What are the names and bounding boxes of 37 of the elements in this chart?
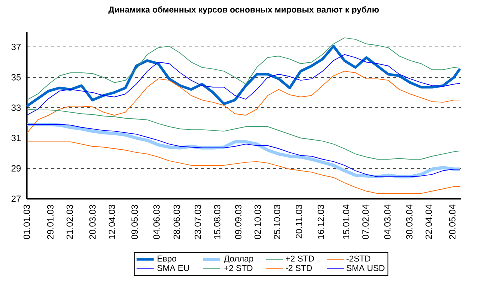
legend-label: Евро [158,256,177,264]
y-tick-label: 33 [12,104,21,112]
x-tick-label: 01.01.03 [24,205,30,240]
x-tick-label: 15.08.03 [214,205,221,239]
x-tick-label: 07.02.04 [362,204,369,240]
x-tick-label: 04.06.03 [154,205,160,240]
y-tick-label: 29 [12,165,21,172]
x-tick-label: 25.10.03 [274,205,280,240]
x-tick-label: 20.03.03 [90,205,96,240]
x-tick-label: 16.12.03 [318,205,324,239]
x-tick-label: 20.05.04 [449,204,456,240]
x-tick-label: 28.06.03 [174,205,180,240]
legend-label: Доллар [224,256,254,264]
legend-label: -2 STD [286,265,312,272]
x-tick-label: 02.10.03 [254,205,262,240]
x-tick-label: 09.05.03 [132,205,138,240]
x-tick-label: 29.01.03 [47,205,54,240]
x-tick-label: 20.11.03 [296,205,302,239]
chart-title: Динамика обменных курсов основных мировых валют к рублю [108,6,380,15]
x-tick-label: 12.04.03 [108,205,116,239]
x-tick-label: 04.03.04 [384,204,391,240]
legend-label: SMA EU [158,265,190,272]
y-tick-label: 27 [12,196,21,202]
legend-label: +2 STD [286,256,314,262]
x-tick-label: 30.03.04 [406,204,413,240]
x-tick-label: 09.09.03 [235,205,242,240]
legend-label: +2 STD [224,265,253,272]
x-tick-label: 22.04.04 [426,204,432,240]
y-tick-label: 31 [12,135,21,142]
x-tick-label: 21.02.03 [66,205,74,240]
line-series [26,38,460,101]
y-tick-label: 37 [12,44,21,50]
y-tick-label: 35 [12,74,21,81]
legend-label: -2STD [346,256,371,262]
x-tick-label: 23.07.03 [194,205,202,240]
x-tick-label: 15.01.04 [343,204,350,239]
legend-label: SMA USD [346,265,385,272]
